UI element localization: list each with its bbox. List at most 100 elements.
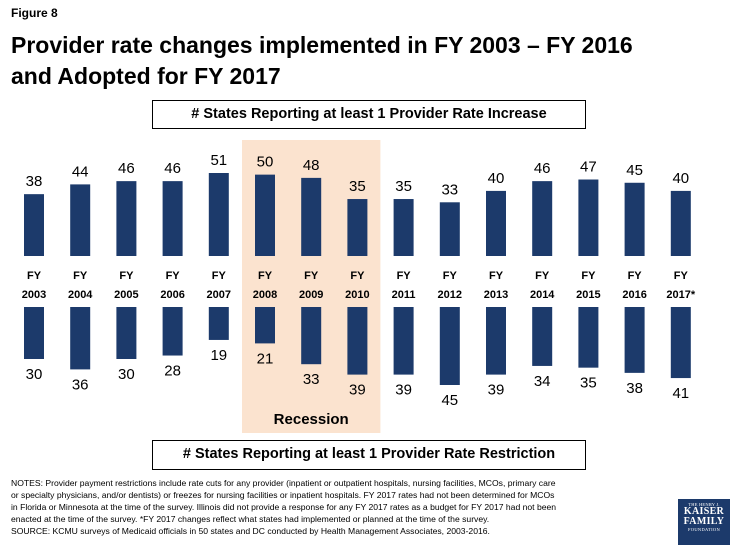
increase-bar bbox=[624, 182, 645, 256]
increase-value-label: 48 bbox=[303, 157, 320, 174]
increase-value-label: 33 bbox=[441, 181, 458, 198]
category-label: FY bbox=[535, 270, 550, 282]
logo-line-4: FOUNDATION bbox=[688, 527, 720, 532]
category-label: 2011 bbox=[392, 289, 416, 301]
restriction-series-label: # States Reporting at least 1 Provider R… bbox=[152, 440, 586, 470]
restriction-bar bbox=[116, 307, 137, 359]
restriction-bar bbox=[70, 307, 91, 370]
recession-label: Recession bbox=[274, 411, 349, 428]
category-label: 2016 bbox=[622, 289, 646, 301]
chart-title-line-1: Provider rate changes implemented in FY … bbox=[11, 32, 633, 58]
logo-line-2: KAISER bbox=[683, 506, 725, 517]
restriction-bar bbox=[439, 307, 460, 385]
restriction-value-label: 39 bbox=[395, 382, 412, 399]
restriction-value-label: 34 bbox=[534, 373, 551, 390]
category-label: FY bbox=[27, 270, 42, 282]
restriction-value-label: 30 bbox=[118, 366, 135, 383]
increase-value-label: 46 bbox=[534, 160, 551, 177]
category-label: 2013 bbox=[484, 289, 508, 301]
restriction-value-label: 28 bbox=[164, 363, 181, 380]
category-label: FY bbox=[674, 270, 689, 282]
restriction-value-label: 21 bbox=[257, 350, 274, 367]
category-label: FY bbox=[119, 270, 134, 282]
restriction-value-label: 39 bbox=[349, 382, 366, 399]
restriction-bar bbox=[301, 307, 322, 365]
category-label: FY bbox=[397, 270, 412, 282]
increase-bar bbox=[24, 194, 44, 256]
increase-value-label: 44 bbox=[72, 163, 89, 180]
increase-bar bbox=[162, 181, 183, 256]
increase-bar bbox=[670, 190, 691, 256]
category-label: FY bbox=[212, 270, 227, 282]
increase-value-label: 35 bbox=[395, 178, 412, 195]
restriction-value-label: 38 bbox=[626, 380, 643, 397]
category-label: 2003 bbox=[22, 289, 46, 301]
restriction-bar bbox=[24, 307, 44, 359]
category-label: 2014 bbox=[530, 289, 555, 301]
restriction-bar bbox=[162, 307, 183, 356]
notes-line: enacted at the time of the survey. *FY 2… bbox=[11, 514, 490, 524]
category-label: 2009 bbox=[299, 289, 323, 301]
category-label: 2006 bbox=[160, 289, 184, 301]
restriction-bar bbox=[347, 307, 368, 375]
increase-bar bbox=[70, 184, 91, 256]
category-label: FY bbox=[258, 270, 273, 282]
category-label: FY bbox=[166, 270, 181, 282]
increase-bar bbox=[486, 190, 506, 256]
restriction-value-label: 41 bbox=[672, 385, 689, 402]
source-line: SOURCE: KCMU surveys of Medicaid officia… bbox=[11, 526, 490, 536]
restriction-bar bbox=[578, 307, 599, 368]
restriction-bar bbox=[624, 307, 645, 373]
category-label: 2012 bbox=[438, 289, 462, 301]
category-label: 2015 bbox=[576, 289, 600, 301]
notes-line: NOTES: Provider payment restrictions inc… bbox=[11, 478, 556, 488]
restriction-value-label: 19 bbox=[210, 347, 227, 364]
restriction-value-label: 45 bbox=[441, 392, 458, 409]
restriction-value-label: 30 bbox=[26, 366, 43, 383]
kff-logo: THE HENRY J. KAISER FAMILY FOUNDATION bbox=[678, 499, 730, 545]
logo-line-3: FAMILY bbox=[683, 516, 725, 527]
restriction-bar bbox=[670, 307, 691, 379]
increase-value-label: 45 bbox=[626, 162, 643, 179]
restriction-bar bbox=[486, 307, 506, 375]
notes-line: in Florida or Minnesota at the time of t… bbox=[11, 502, 557, 512]
restriction-value-label: 36 bbox=[72, 376, 89, 393]
increase-bar bbox=[347, 199, 368, 256]
category-label: FY bbox=[489, 270, 504, 282]
category-label: 2004 bbox=[68, 289, 93, 301]
notes-block: NOTES: Provider payment restrictions inc… bbox=[11, 477, 666, 537]
restriction-value-label: 33 bbox=[303, 371, 320, 388]
category-label: 2005 bbox=[114, 289, 138, 301]
category-label: 2008 bbox=[253, 289, 277, 301]
increase-series-label: # States Reporting at least 1 Provider R… bbox=[152, 100, 586, 129]
increase-bar bbox=[255, 174, 275, 256]
restriction-value-label: 35 bbox=[580, 375, 597, 392]
increase-value-label: 51 bbox=[210, 152, 227, 169]
restriction-bar bbox=[393, 307, 414, 375]
increase-value-label: 40 bbox=[488, 170, 505, 187]
category-label: 2010 bbox=[345, 289, 369, 301]
restriction-bar bbox=[532, 307, 553, 366]
restriction-bar bbox=[255, 307, 275, 344]
increase-bar bbox=[208, 173, 229, 256]
increase-value-label: 47 bbox=[580, 159, 597, 176]
category-label: 2017* bbox=[666, 289, 695, 301]
restriction-value-label: 39 bbox=[488, 382, 505, 399]
category-label: FY bbox=[304, 270, 319, 282]
increase-value-label: 38 bbox=[26, 173, 43, 190]
increase-bar bbox=[301, 177, 322, 256]
figure-label: Figure 8 bbox=[11, 6, 58, 20]
chart-title-line-2: and Adopted for FY 2017 bbox=[11, 63, 281, 89]
increase-value-label: 46 bbox=[164, 160, 181, 177]
category-label: FY bbox=[581, 270, 596, 282]
increase-value-label: 35 bbox=[349, 178, 366, 195]
notes-line: or specialty physicians, and/or dentists… bbox=[11, 490, 555, 500]
restriction-bar bbox=[208, 307, 229, 340]
increase-bar bbox=[116, 181, 137, 256]
category-label: FY bbox=[350, 270, 365, 282]
category-label: FY bbox=[443, 270, 458, 282]
increase-bar bbox=[393, 199, 414, 256]
increase-bar bbox=[578, 179, 599, 256]
category-label: FY bbox=[628, 270, 643, 282]
